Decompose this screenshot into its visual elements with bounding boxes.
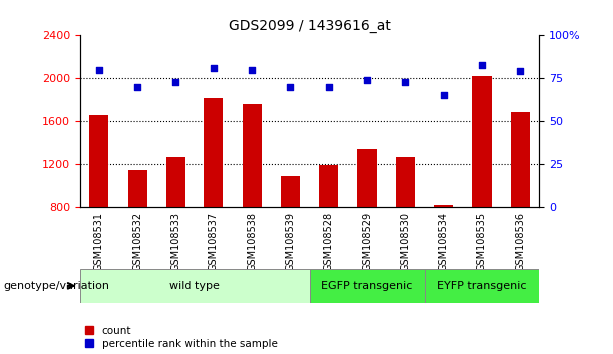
- Point: [439, 93, 449, 98]
- Bar: [434, 205, 453, 207]
- Text: GSM108531: GSM108531: [94, 212, 104, 271]
- Title: GDS2099 / 1439616_at: GDS2099 / 1439616_at: [229, 19, 390, 33]
- Point: [94, 67, 104, 73]
- Bar: [424, 269, 539, 303]
- Point: [362, 77, 372, 83]
- Point: [132, 84, 142, 90]
- Point: [247, 67, 257, 73]
- Bar: [128, 170, 147, 207]
- Text: GSM108529: GSM108529: [362, 212, 372, 271]
- Text: GSM108530: GSM108530: [400, 212, 410, 271]
- Text: wild type: wild type: [169, 281, 220, 291]
- Text: GSM108538: GSM108538: [247, 212, 257, 271]
- Text: GSM108534: GSM108534: [439, 212, 449, 271]
- Point: [286, 84, 295, 90]
- Bar: [281, 176, 300, 207]
- Bar: [89, 115, 109, 207]
- Point: [477, 62, 487, 67]
- Text: GSM108535: GSM108535: [477, 212, 487, 271]
- Bar: [357, 149, 376, 207]
- Bar: [204, 98, 223, 207]
- Text: GSM108536: GSM108536: [516, 212, 525, 271]
- Text: GSM108528: GSM108528: [324, 212, 333, 271]
- Point: [516, 69, 525, 74]
- Text: genotype/variation: genotype/variation: [3, 281, 109, 291]
- Bar: [473, 76, 492, 207]
- Text: GSM108533: GSM108533: [170, 212, 180, 271]
- Bar: [243, 104, 262, 207]
- Bar: [319, 165, 338, 207]
- Text: GSM108539: GSM108539: [286, 212, 295, 271]
- Bar: [80, 269, 310, 303]
- Legend: count, percentile rank within the sample: count, percentile rank within the sample: [85, 326, 278, 349]
- Bar: [396, 157, 415, 207]
- Text: EGFP transgenic: EGFP transgenic: [321, 281, 413, 291]
- Text: GSM108537: GSM108537: [209, 212, 219, 271]
- Text: EYFP transgenic: EYFP transgenic: [437, 281, 527, 291]
- Point: [400, 79, 410, 85]
- Point: [209, 65, 219, 71]
- Text: GSM108532: GSM108532: [132, 212, 142, 271]
- Bar: [511, 112, 530, 207]
- Bar: [310, 269, 424, 303]
- Point: [170, 79, 180, 85]
- Bar: [166, 157, 185, 207]
- Point: [324, 84, 333, 90]
